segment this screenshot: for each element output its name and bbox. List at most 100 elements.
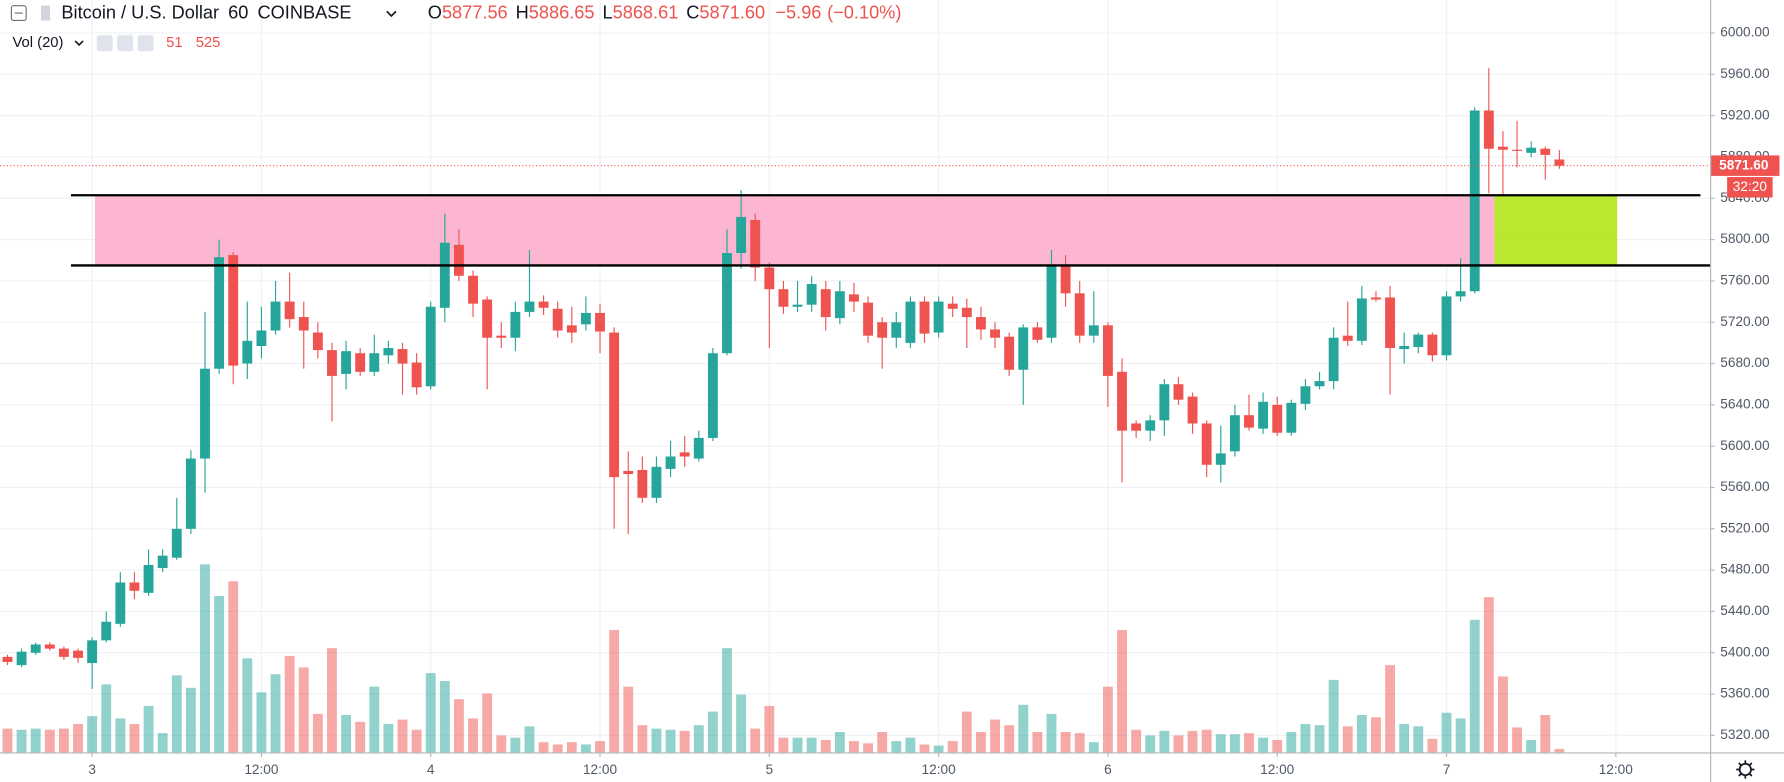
- y-tick-label: 5440.00: [1720, 603, 1770, 618]
- y-tick-label: 5480.00: [1720, 562, 1770, 577]
- candle-body: [341, 351, 352, 374]
- y-tick-label: 5960.00: [1720, 66, 1770, 81]
- collapse-icon[interactable]: [10, 5, 27, 22]
- gear-teeth: [1736, 760, 1755, 779]
- candle-body: [1286, 402, 1297, 433]
- volume-bar: [524, 726, 535, 753]
- candle-body: [143, 564, 154, 593]
- candle-body: [863, 302, 874, 336]
- volume-bar: [1399, 724, 1410, 753]
- eye-icon[interactable]: [96, 35, 113, 52]
- volume-bar: [453, 699, 464, 753]
- candle-body: [961, 307, 972, 318]
- volume-bar: [214, 596, 225, 753]
- zone: [1494, 195, 1618, 266]
- candle-body: [722, 253, 732, 354]
- volume-bar: [750, 728, 761, 753]
- change: −5.96: [775, 2, 821, 22]
- candle-body: [1540, 148, 1551, 155]
- x-tick-label: 12:00: [1260, 762, 1295, 777]
- y-tick-label: 5800.00: [1720, 231, 1770, 246]
- candle-body: [736, 216, 747, 254]
- volume-bar: [482, 693, 493, 753]
- y-tick-label: 5400.00: [1720, 644, 1770, 659]
- candle-body: [1102, 325, 1113, 376]
- symbol-chevron[interactable]: [386, 10, 397, 18]
- volume-bar: [143, 705, 154, 753]
- volume-bar: [1469, 619, 1480, 753]
- candle-body: [1342, 335, 1353, 341]
- volume-bar: [425, 673, 436, 753]
- last-price-label: 5871.60: [1719, 157, 1769, 172]
- y-tick-label: 5320.00: [1720, 727, 1770, 742]
- candle-body: [171, 528, 182, 558]
- volume-bar: [566, 742, 577, 753]
- candle-body: [552, 308, 563, 331]
- candle-body: [947, 303, 958, 309]
- candle-body: [397, 349, 408, 364]
- candle-body: [1371, 297, 1381, 300]
- volume-bar: [1498, 676, 1508, 753]
- countdown-box: [1727, 177, 1773, 198]
- candle-body: [468, 275, 478, 304]
- volume-bar: [891, 741, 902, 753]
- volume-bar: [115, 718, 126, 753]
- candle-body: [256, 330, 267, 346]
- candle-body: [312, 332, 323, 351]
- candle-body: [750, 219, 761, 268]
- volume-bar: [849, 741, 859, 753]
- candle-body: [383, 348, 394, 356]
- candle-body: [1018, 327, 1029, 370]
- volume-name[interactable]: Vol (20): [13, 35, 64, 51]
- x-tick-label: 12:00: [1599, 762, 1634, 777]
- volume-bar: [496, 735, 507, 753]
- ohlc-value: 5868.61: [613, 2, 679, 22]
- volume-bar: [1229, 734, 1240, 753]
- volume-bar: [284, 656, 295, 753]
- candle-body: [1328, 337, 1339, 382]
- x-tick-label: 5: [766, 762, 774, 777]
- candle-body: [200, 368, 210, 459]
- candle-body: [453, 244, 464, 276]
- candle-body: [1526, 147, 1537, 153]
- volume-bar: [637, 725, 648, 753]
- volume-bar: [961, 711, 972, 753]
- x-tick-label: 12:00: [244, 762, 279, 777]
- price-marker: 5871.60 32:20: [0, 155, 1780, 198]
- close-icon[interactable]: [137, 35, 154, 52]
- volume-bar: [1159, 730, 1170, 753]
- candle-body: [87, 640, 98, 664]
- settings-gear[interactable]: [1736, 760, 1755, 779]
- volume-bar: [16, 729, 27, 753]
- volume-bar: [411, 729, 422, 753]
- volume-bar: [1483, 597, 1494, 753]
- last-price-box: [1711, 155, 1780, 176]
- candle-body: [679, 452, 690, 457]
- ohlc-key: C: [686, 2, 699, 22]
- volume-bar: [312, 713, 323, 753]
- volume-chevron[interactable]: [74, 40, 84, 47]
- volume-bar: [1441, 712, 1452, 753]
- candle-body: [1498, 146, 1508, 150]
- candle-body: [1427, 334, 1438, 356]
- volume-bar: [1004, 725, 1015, 753]
- y-tick-label: 5920.00: [1720, 107, 1770, 122]
- settings-icon[interactable]: [117, 35, 134, 52]
- candle-body: [1074, 293, 1085, 336]
- symbol-line[interactable]: Bitcoin / U.S. Dollar 60 COINBASE: [61, 2, 351, 22]
- header: Bitcoin / U.S. Dollar 60 COINBASE O5877.56…: [10, 2, 901, 52]
- ohlc-value: 5871.60: [699, 2, 765, 22]
- volume-ma: 525: [196, 35, 221, 51]
- volume-bar: [1088, 742, 1099, 753]
- candle-body: [157, 555, 168, 569]
- candle-body: [623, 470, 634, 475]
- volume-bar: [1258, 737, 1269, 753]
- volume-bar: [383, 724, 394, 753]
- candle-body: [849, 294, 859, 302]
- x-tick-label: 12:00: [922, 762, 957, 777]
- volume-bar: [327, 648, 337, 753]
- volume-bar: [439, 681, 450, 753]
- candle-body: [270, 301, 281, 331]
- candle-body: [2, 656, 13, 663]
